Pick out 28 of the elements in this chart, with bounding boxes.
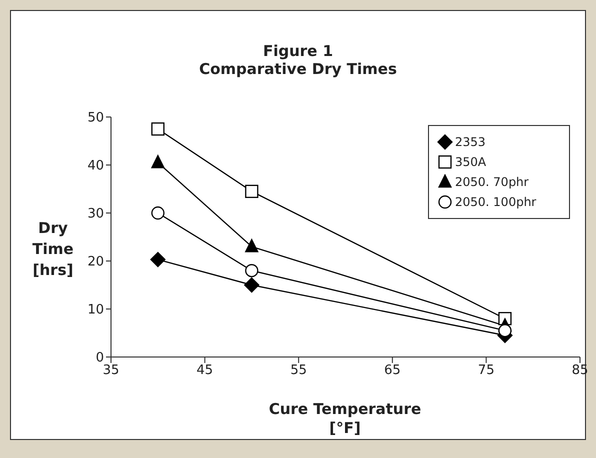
y-tick-label: 40 xyxy=(87,158,104,174)
y-tick-label: 20 xyxy=(87,254,104,270)
legend-label: 2050. 100phr xyxy=(455,195,536,209)
legend-label: 2353 xyxy=(455,135,486,149)
point xyxy=(245,184,258,198)
y-tick-label: 50 xyxy=(87,110,104,126)
y-axis-title: Dry Time [hrs] xyxy=(31,218,75,281)
x-tick-label: 75 xyxy=(478,363,494,378)
x-tick-label: 65 xyxy=(384,363,401,378)
y-tick-label: 30 xyxy=(87,206,104,222)
chart-title: Figure 1 xyxy=(262,42,334,60)
point xyxy=(498,324,512,338)
x-tick-label: 45 xyxy=(196,363,214,378)
legend-label: 350A xyxy=(455,155,486,169)
point xyxy=(151,206,164,220)
point xyxy=(151,155,164,168)
x-tick-label: 35 xyxy=(102,363,120,378)
y-tick-label: 0 xyxy=(96,350,104,366)
legend-label: 2050. 70phr xyxy=(455,175,529,189)
point xyxy=(244,277,260,293)
point xyxy=(151,122,164,136)
point xyxy=(150,252,166,268)
point xyxy=(245,239,258,252)
x-tick-label: 55 xyxy=(290,363,307,378)
chart-subtitle: Comparative Dry Times xyxy=(198,60,398,78)
point xyxy=(245,264,258,278)
x-axis-title: Cure Temperature [°F] xyxy=(268,400,422,438)
y-tick-label: 10 xyxy=(87,302,104,318)
